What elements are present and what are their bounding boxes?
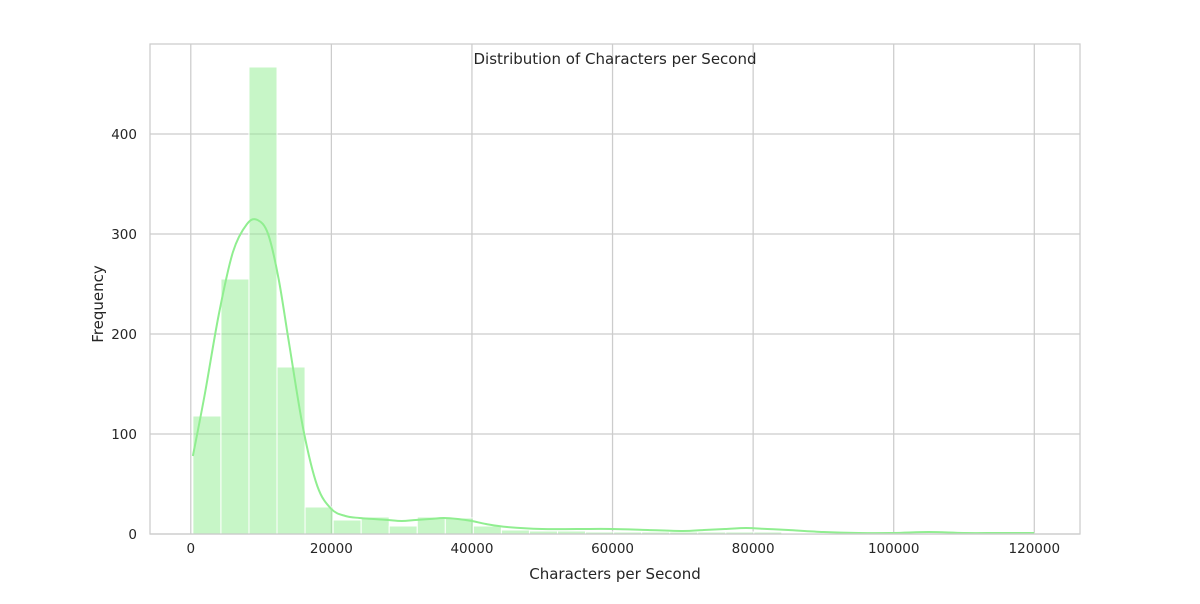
x-tick-label-4: 80000 xyxy=(732,541,775,557)
x-tick-label-5: 100000 xyxy=(868,541,920,557)
x-tick-label-2: 40000 xyxy=(450,541,493,557)
y-tick-label-0: 0 xyxy=(128,527,137,543)
y-tick-label-1: 100 xyxy=(111,427,137,443)
y-tick-label-3: 300 xyxy=(111,227,137,243)
x-tick-labels: 0 20000 40000 60000 80000 100000 120000 xyxy=(186,541,1060,557)
x-tick-label-3: 60000 xyxy=(591,541,634,557)
x-axis-label: Characters per Second xyxy=(529,565,701,583)
chart-title: Distribution of Characters per Second xyxy=(473,50,756,68)
x-tick-label-0: 0 xyxy=(186,541,195,557)
histogram-bar-5 xyxy=(332,519,362,535)
y-tick-label-2: 200 xyxy=(111,327,137,343)
y-tick-labels: 0 100 200 300 400 xyxy=(111,127,137,543)
x-tick-label-6: 120000 xyxy=(1009,541,1061,557)
kde-curve-layer xyxy=(191,218,1035,535)
histogram-bar-2 xyxy=(248,66,278,535)
y-axis-label: Frequency xyxy=(89,265,107,343)
y-tick-label-4: 400 xyxy=(111,127,137,143)
grid-lines xyxy=(150,44,1080,535)
histogram-bar-1 xyxy=(220,278,250,535)
histogram-bar-4 xyxy=(304,506,334,535)
histogram-bars xyxy=(192,66,1035,535)
histogram-bar-7 xyxy=(388,525,418,535)
histogram-bar-10 xyxy=(472,525,502,535)
histogram-bar-3 xyxy=(276,366,306,535)
x-tick-label-1: 20000 xyxy=(310,541,353,557)
kde-curve xyxy=(191,218,1035,535)
plot-frame xyxy=(149,43,1081,535)
